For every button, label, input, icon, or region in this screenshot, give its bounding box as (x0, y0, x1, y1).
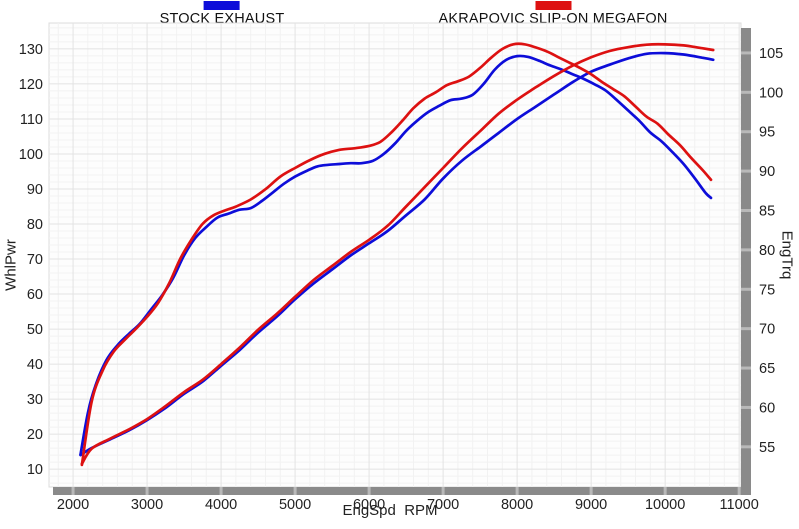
x-tick-label: 6000 (353, 497, 385, 513)
y-left-tick-label: 90 (27, 182, 43, 198)
y-right-tick-label: 80 (759, 243, 775, 259)
y-left-tick-label: 50 (27, 322, 43, 338)
x-tick-notch (737, 487, 741, 495)
y-left-tick-label: 70 (27, 252, 43, 268)
y-right-tick-label: 85 (759, 203, 775, 219)
series-curves (79, 42, 715, 467)
y-right-tick-notch (741, 169, 751, 173)
y-left-tick-labels: 10 20 30 40 50 60 70 80 90 100 110 120 130 (19, 42, 43, 478)
y-left-tick-label: 120 (19, 77, 43, 93)
x-tick-notch (219, 487, 223, 495)
x-axis-title-engspd-rpm: EngSpd RPM (342, 502, 438, 519)
x-tick-notch (515, 487, 519, 495)
y-right-tick-label: 60 (759, 400, 775, 416)
curve-akrapovic-whlpwr (80, 42, 715, 466)
x-tick-notch (441, 487, 445, 495)
axis-bar-bottom (53, 487, 751, 495)
legend-swatch-akrapovic-red (535, 1, 571, 10)
x-tick-notch (589, 487, 593, 495)
y-left-tick-label: 130 (19, 42, 43, 58)
y-right-tick-notch (741, 208, 751, 212)
legend-swatch-stock-blue (204, 1, 240, 10)
y-right-tick-label: 95 (759, 125, 775, 141)
y-right-tick-notch (741, 327, 751, 331)
y-right-tick-label: 65 (759, 361, 775, 377)
y-left-tick-label: 30 (27, 392, 43, 408)
y-left-tick-label: 110 (20, 112, 43, 128)
y-left-tick-label: 80 (27, 217, 43, 233)
x-tick-label: 2000 (57, 497, 89, 513)
y-right-tick-notch (741, 130, 751, 134)
x-tick-label: 5000 (279, 497, 311, 513)
x-tick-label: 7000 (427, 497, 459, 513)
x-tick-label: 10000 (645, 497, 685, 513)
y-right-tick-label: 90 (759, 164, 775, 180)
y-left-tick-label: 10 (27, 462, 43, 478)
y-right-tick-label: 105 (759, 46, 783, 62)
y-left-tick-label: 40 (27, 357, 43, 373)
x-tick-label: 3000 (131, 497, 163, 513)
x-tick-label: 8000 (501, 497, 533, 513)
y-right-tick-label: 100 (759, 85, 783, 101)
y-right-tick-notch (741, 90, 751, 94)
x-tick-label: 9000 (575, 497, 607, 513)
y-right-tick-label: 70 (759, 322, 775, 338)
x-tick-label: 4000 (205, 497, 237, 513)
curve-stock-exhaust-engtrq (79, 54, 713, 457)
y-right-tick-notch (741, 287, 751, 291)
y-right-tick-labels: 55 60 65 70 75 80 85 90 95 100 105 (759, 46, 783, 456)
y-right-tick-notch (741, 248, 751, 252)
axis-bar-right (741, 28, 751, 487)
x-tick-notch (293, 487, 297, 495)
y-right-tick-notch (741, 445, 751, 449)
x-tick-notch (71, 487, 75, 495)
y-right-tick-notch (741, 405, 751, 409)
y-left-tick-label: 60 (27, 287, 43, 303)
curve-stock-exhaust-whlpwr (79, 51, 715, 457)
x-tick-notch (663, 487, 667, 495)
y-left-tick-label: 100 (19, 147, 43, 163)
x-tick-notch (367, 487, 371, 495)
x-tick-notch (145, 487, 149, 495)
x-tick-labels: 2000 3000 4000 5000 6000 7000 8000 9000 10000 110… (57, 497, 759, 513)
y-left-tick-label: 20 (27, 427, 43, 443)
y-right-tick-label: 55 (759, 440, 775, 456)
y-right-tick-notch (741, 366, 751, 370)
x-tick-label: 11000 (720, 497, 759, 513)
axis-bars (53, 28, 751, 495)
y-right-tick-label: 75 (759, 282, 775, 298)
curve-akrapovic-engtrq (80, 42, 713, 467)
y-right-tick-notch (741, 51, 751, 55)
